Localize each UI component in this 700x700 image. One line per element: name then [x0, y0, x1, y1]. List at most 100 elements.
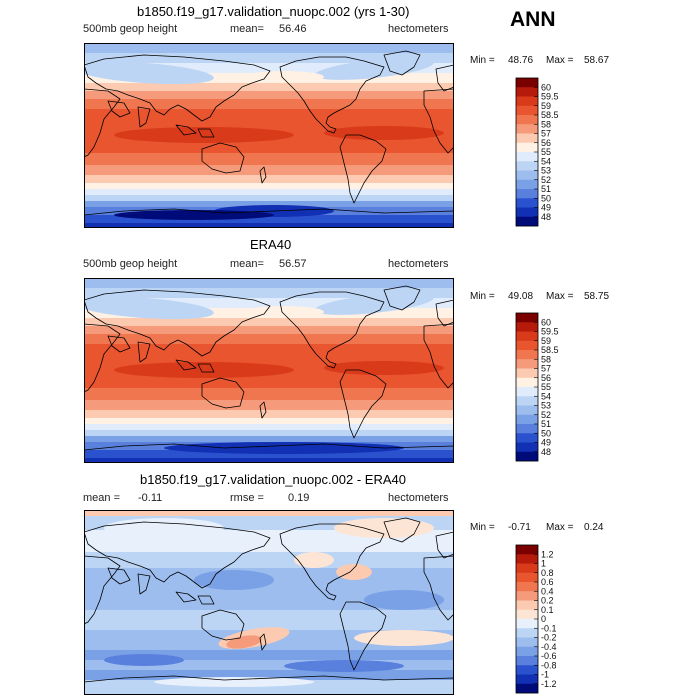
- map-fill-band: [84, 670, 454, 681]
- colorbar-swatch: [516, 368, 538, 379]
- coastline: [107, 100, 131, 118]
- map-fill-patch: [364, 590, 444, 610]
- colorbar-label: 56: [541, 373, 551, 383]
- coastline: [279, 291, 385, 369]
- panel1-mean-label: mean=: [230, 23, 264, 35]
- map-fill-band: [84, 83, 454, 92]
- colorbar-swatch: [516, 582, 538, 592]
- map-fill-band: [84, 43, 454, 54]
- colorbar-swatch: [516, 96, 538, 107]
- coastline: [84, 208, 454, 228]
- colorbar-swatch: [516, 350, 538, 360]
- colorbar-swatch: [516, 161, 538, 171]
- panel3-rmse-value: 0.19: [288, 492, 310, 504]
- map-fill-band: [84, 650, 454, 661]
- colorbar-swatch: [516, 572, 538, 583]
- colorbar-swatch: [516, 377, 538, 388]
- colorbar-swatch: [516, 674, 538, 685]
- map-fill-band: [84, 189, 454, 196]
- map-fill-patch: [244, 71, 324, 83]
- colorbar-swatch: [516, 179, 538, 190]
- colorbar-label: 51: [541, 419, 551, 429]
- map-fill-band: [84, 278, 454, 289]
- colorbar-swatch: [516, 387, 538, 397]
- colorbar-label: 50: [541, 193, 551, 203]
- panel2-min-value: 49.08: [508, 291, 534, 302]
- map-fill-band: [84, 334, 454, 345]
- map-fill-patch: [84, 61, 214, 85]
- colorbar-label: 1.2: [541, 549, 554, 559]
- panel3-title: b1850.f19_g17.validation_nuopc.002 - ERA…: [140, 472, 406, 487]
- colorbar-swatch: [516, 133, 538, 144]
- panel3-colorbar: 1.210.80.60.40.20.10-0.1-0.2-0.4-0.6-0.8…: [515, 544, 557, 694]
- colorbar-swatch: [516, 451, 538, 462]
- panel3-mean-value: -0.11: [138, 492, 163, 504]
- colorbar-swatch: [516, 628, 538, 638]
- colorbar-label: -0.8: [541, 660, 557, 670]
- colorbar-label: -0.1: [541, 623, 557, 633]
- colorbar-swatch: [516, 78, 538, 88]
- colorbar-swatch: [516, 683, 538, 694]
- colorbar-label: 54: [541, 391, 551, 401]
- coastline: [175, 124, 197, 136]
- coastline: [383, 50, 421, 76]
- coastline: [84, 555, 121, 625]
- panel3-map: [84, 510, 454, 695]
- colorbar-swatch: [516, 313, 538, 323]
- coastline: [137, 341, 151, 363]
- map-fill-band: [84, 223, 454, 228]
- map-fill-band: [84, 436, 454, 443]
- season-label: ANN: [510, 8, 556, 31]
- coastline: [137, 106, 151, 128]
- panel2-max-value: 58.75: [584, 291, 610, 302]
- panel3-min-label: Min =: [470, 522, 495, 533]
- map-fill-band: [84, 201, 454, 208]
- colorbar-swatch: [516, 656, 538, 666]
- map-fill-patch: [324, 361, 444, 375]
- colorbar-label: 59: [541, 101, 551, 111]
- map-fill-patch: [104, 518, 224, 538]
- colorbar-swatch: [516, 591, 538, 601]
- colorbar-label: 49: [541, 203, 551, 213]
- map-frame: [84, 278, 454, 463]
- coastline: [197, 128, 215, 138]
- coastline: [201, 377, 245, 409]
- colorbar-swatch: [516, 609, 538, 620]
- coastline: [279, 56, 385, 134]
- map-fill-band: [84, 63, 454, 74]
- map-fill-band: [84, 660, 454, 671]
- map-fill-band: [84, 153, 454, 166]
- colorbar-swatch: [516, 142, 538, 153]
- map-fill-band: [84, 552, 454, 569]
- colorbar-swatch: [516, 105, 538, 116]
- colorbar-swatch: [516, 359, 538, 369]
- panel1-min-value: 48.76: [508, 55, 534, 66]
- colorbar-label: 52: [541, 410, 551, 420]
- map-frame: [84, 510, 454, 695]
- panel1-min-label: Min =: [470, 55, 495, 66]
- coastline: [197, 595, 215, 605]
- panel3-units: hectometers: [388, 492, 449, 504]
- map-fill-patch: [284, 660, 404, 672]
- map-fill-band: [84, 53, 454, 64]
- colorbar-label: 48: [541, 447, 551, 457]
- panel1-mean-value: 56.46: [279, 23, 307, 35]
- colorbar-label: 0.1: [541, 605, 554, 615]
- colorbar-swatch: [516, 600, 538, 611]
- map-fill-band: [84, 430, 454, 437]
- colorbar-label: 57: [541, 364, 551, 374]
- colorbar-label: 0.6: [541, 577, 554, 587]
- colorbar-swatch: [516, 414, 538, 425]
- map-fill-patch: [194, 570, 274, 590]
- panel1-units: hectometers: [388, 23, 449, 35]
- map-fill-band: [84, 195, 454, 202]
- coastline: [383, 285, 421, 311]
- map-fill-patch: [84, 296, 214, 320]
- panel3-max-label: Max =: [546, 522, 574, 533]
- map-frame: [84, 43, 454, 228]
- map-fill-band: [84, 318, 454, 327]
- panel1-map: [84, 43, 454, 228]
- map-fill-band: [84, 175, 454, 184]
- colorbar-swatch: [516, 189, 538, 199]
